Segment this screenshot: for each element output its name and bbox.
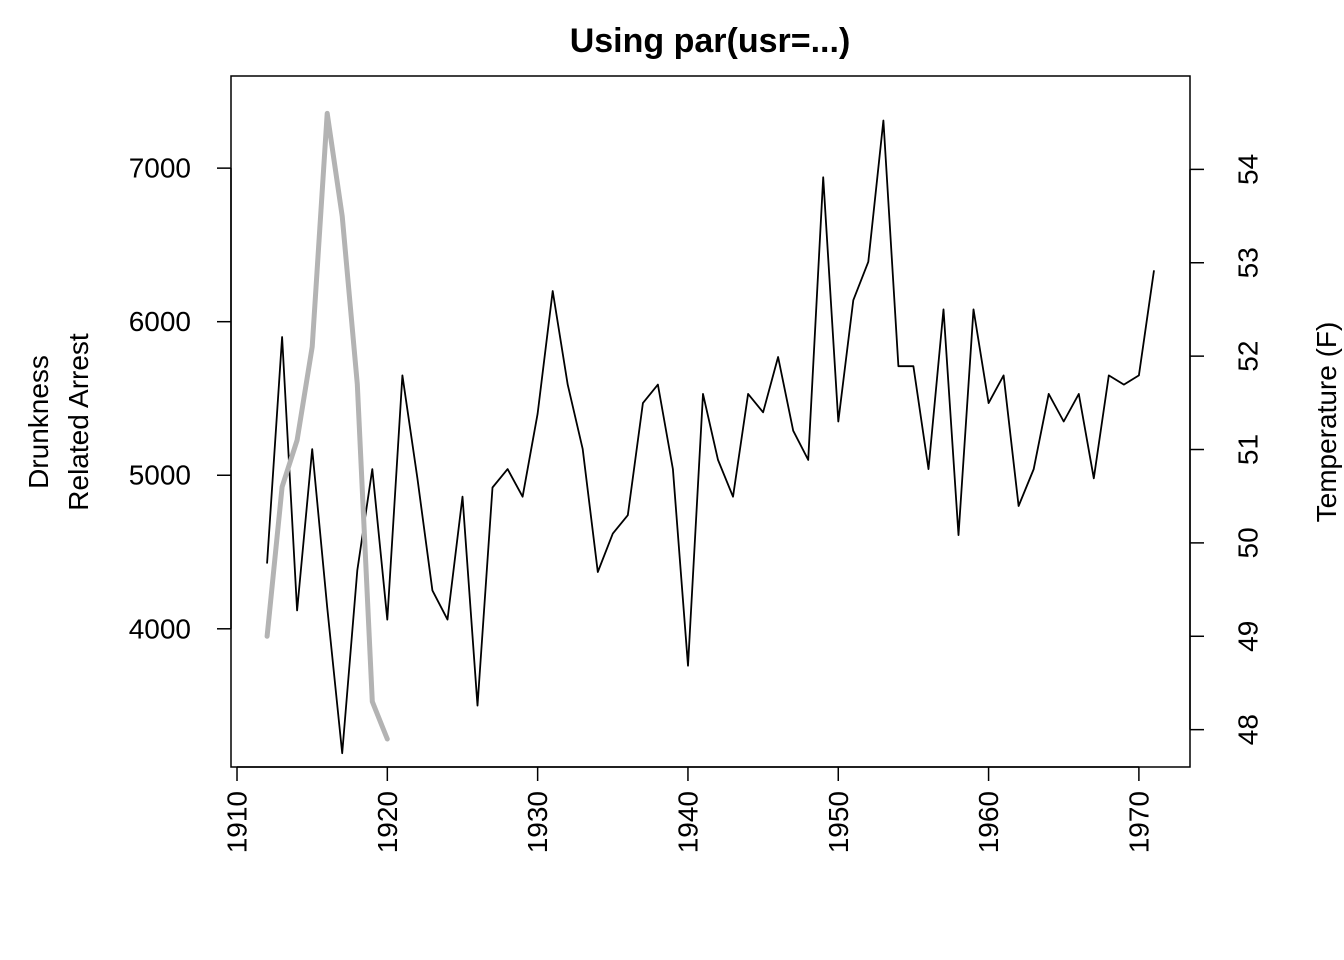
chart-title: Using par(usr=...) bbox=[570, 22, 851, 60]
x-tick-label: 1920 bbox=[372, 791, 403, 853]
x-tick-label: 1970 bbox=[1123, 791, 1154, 853]
y-axis-right: 48 49 50 51 52 53 54 bbox=[1189, 154, 1264, 745]
y-tick-label: 6000 bbox=[129, 306, 191, 337]
y2-tick-label: 53 bbox=[1233, 247, 1264, 278]
y-axis-left: 4000 5000 6000 7000 bbox=[129, 153, 232, 644]
x-axis: 1910 1920 1930 1940 1950 1960 1970 bbox=[222, 766, 1154, 853]
y2-axis-label: Temperature (F) bbox=[1311, 322, 1342, 523]
arrests-line bbox=[266, 119, 1155, 755]
x-tick-label: 1930 bbox=[522, 791, 553, 853]
x-tick-label: 1950 bbox=[823, 791, 854, 853]
series-layer bbox=[264, 110, 1155, 755]
y-tick-label: 5000 bbox=[129, 460, 191, 491]
y-tick-label: 7000 bbox=[129, 153, 191, 184]
y-axis-label-line-1: Drunkness bbox=[23, 355, 54, 489]
y2-tick-label: 54 bbox=[1233, 154, 1264, 185]
y2-tick-label: 49 bbox=[1233, 621, 1264, 652]
y-tick-label: 4000 bbox=[129, 613, 191, 644]
y2-tick-label: 50 bbox=[1233, 527, 1264, 558]
x-tick-label: 1910 bbox=[222, 791, 253, 853]
x-tick-label: 1940 bbox=[672, 791, 703, 853]
temperature-line bbox=[264, 110, 390, 742]
plot-frame bbox=[230, 75, 1191, 768]
x-tick-label: 1960 bbox=[973, 791, 1004, 853]
y2-tick-label: 51 bbox=[1233, 434, 1264, 465]
y-axis-label-line-2: Related Arrest bbox=[63, 333, 94, 511]
y2-tick-label: 48 bbox=[1233, 714, 1264, 745]
y2-tick-label: 52 bbox=[1233, 341, 1264, 372]
